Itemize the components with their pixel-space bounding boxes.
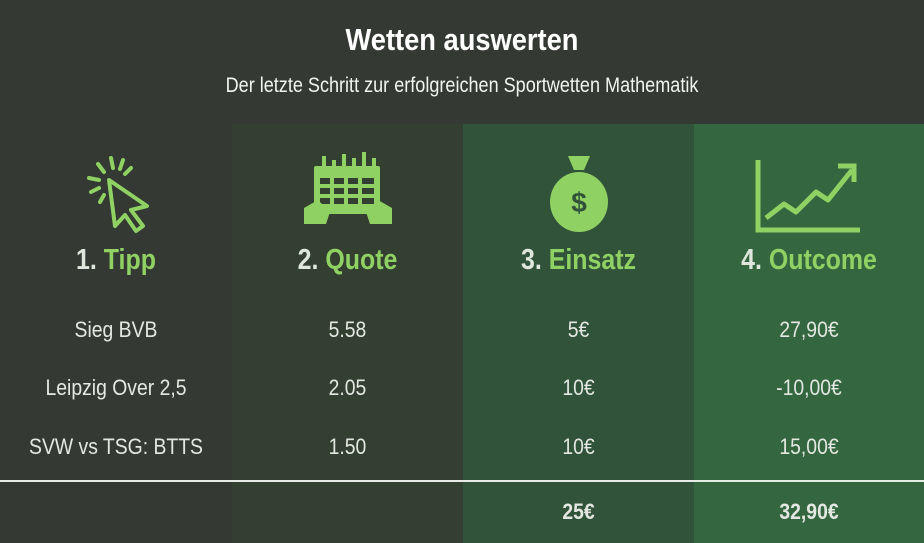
rising-chart-icon [694, 152, 924, 238]
cell-einsatz-1: 5€ [567, 317, 590, 342]
cell-tipp-2: Leipzig Over 2,5 [45, 375, 187, 400]
column-tipp: 1. Tipp Sieg BVB Leipzig Over 2,5 SVW vs… [0, 124, 232, 543]
column-einsatz: $ 3. Einsatz 5€ 10€ 10€ 25€ [463, 124, 694, 543]
page-subtitle: Der letzte Schritt zur erfolgreichen Spo… [225, 74, 699, 97]
cell-quote-3: 1.50 [328, 434, 367, 459]
total-outcome: 32,90€ [779, 499, 839, 524]
column-heading-outcome: 4. Outcome [741, 244, 877, 276]
cell-quote-2: 2.05 [328, 375, 367, 400]
cell-outcome-3: 15,00€ [779, 434, 839, 459]
cell-tipp-3: SVW vs TSG: BTTS [29, 434, 203, 459]
cell-tipp-1: Sieg BVB [74, 317, 158, 342]
header: Wetten auswerten Der letzte Schritt zur … [0, 0, 924, 124]
cell-einsatz-2: 10€ [562, 375, 595, 400]
money-bag-icon: $ [463, 152, 694, 238]
cell-outcome-2: -10,00€ [776, 375, 842, 400]
cursor-click-icon [0, 152, 232, 238]
column-heading-quote: 2. Quote [297, 244, 398, 276]
column-quote: 2. Quote 5.58 2.05 1.50 [232, 124, 463, 543]
cell-einsatz-3: 10€ [562, 434, 595, 459]
column-heading-einsatz: 3. Einsatz [520, 244, 637, 276]
total-einsatz: 25€ [562, 499, 595, 524]
betting-slip-icon [232, 152, 463, 238]
cell-outcome-1: 27,90€ [779, 317, 839, 342]
totals-divider [0, 480, 924, 482]
page-title: Wetten auswerten [345, 22, 579, 57]
column-heading-tipp: 1. Tipp [76, 244, 156, 276]
cell-quote-1: 5.58 [328, 317, 367, 342]
column-outcome: 4. Outcome 27,90€ -10,00€ 15,00€ 32,90€ [694, 124, 924, 543]
svg-text:$: $ [571, 187, 587, 218]
